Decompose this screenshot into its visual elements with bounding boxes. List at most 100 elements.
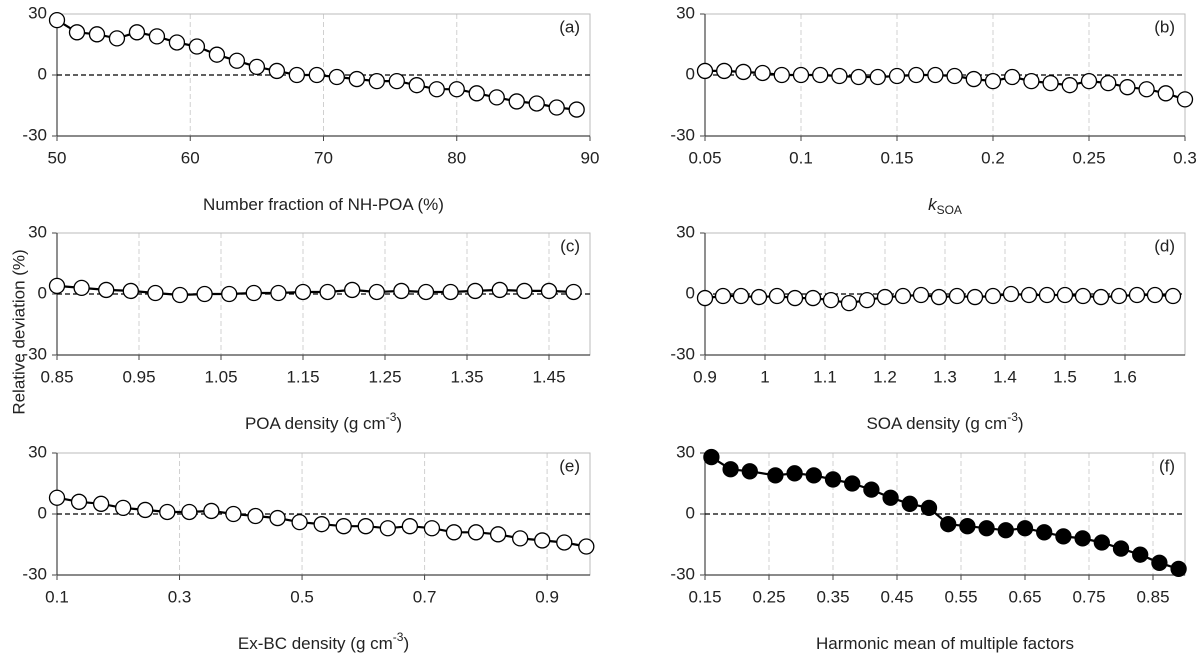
marker	[408, 77, 425, 94]
marker	[805, 467, 822, 484]
x-tick-label: 0.15	[688, 587, 721, 606]
marker	[1004, 68, 1021, 86]
marker	[288, 66, 306, 84]
x-axis-label-part: )	[1018, 414, 1024, 433]
marker	[984, 287, 1002, 305]
marker	[768, 287, 786, 305]
marker	[948, 287, 966, 305]
panel-label: (e)	[559, 456, 580, 475]
x-tick-label: 70	[314, 148, 333, 167]
x-tick-label: 0.65	[1008, 587, 1041, 606]
x-tick-label: 0.3	[168, 587, 192, 606]
marker	[516, 282, 533, 300]
marker	[696, 289, 714, 307]
marker	[221, 285, 238, 303]
marker	[508, 93, 525, 110]
marker	[328, 68, 345, 86]
x-tick-label: 1.6	[1113, 367, 1137, 386]
y-tick-label: -30	[22, 344, 47, 363]
marker	[786, 465, 803, 482]
marker	[1074, 287, 1092, 305]
marker	[894, 287, 912, 305]
marker	[294, 283, 312, 301]
marker	[388, 72, 405, 90]
x-axis-label-part: Number fraction of NH-POA (%)	[203, 195, 444, 214]
marker	[512, 530, 529, 547]
marker	[844, 475, 861, 492]
marker	[869, 68, 886, 86]
marker	[528, 95, 545, 112]
marker	[831, 67, 848, 85]
marker	[722, 461, 739, 478]
marker	[181, 503, 198, 521]
marker	[565, 283, 582, 301]
marker	[1164, 287, 1182, 305]
y-tick-label: 30	[28, 442, 47, 461]
marker	[773, 66, 790, 84]
y-tick-label: 0	[686, 503, 695, 522]
marker	[1170, 560, 1187, 578]
x-tick-label: 0.45	[880, 587, 913, 606]
x-tick-label: 0.75	[1072, 587, 1105, 606]
marker	[1112, 540, 1130, 557]
x-tick-label: 0.7	[413, 587, 437, 606]
panel-label: (d)	[1154, 236, 1175, 255]
marker	[70, 493, 88, 510]
marker	[556, 534, 573, 551]
marker	[428, 81, 445, 98]
marker	[1038, 286, 1056, 304]
y-tick-label: -30	[22, 125, 47, 144]
marker	[357, 518, 374, 535]
marker	[48, 277, 66, 295]
marker	[959, 518, 976, 535]
marker	[196, 285, 213, 303]
marker	[1093, 534, 1110, 551]
x-tick-label: 60	[181, 148, 200, 167]
marker	[1110, 287, 1128, 305]
x-tick-label: 90	[581, 148, 600, 167]
marker	[268, 62, 286, 80]
x-tick-label: 1.45	[532, 367, 565, 386]
x-tick-label: 0.2	[981, 148, 1005, 167]
marker	[804, 289, 822, 307]
marker	[445, 524, 463, 541]
x-tick-label: 0.05	[688, 148, 721, 167]
marker	[92, 495, 110, 512]
marker	[548, 99, 565, 116]
marker	[225, 505, 242, 523]
x-tick-label: 50	[48, 148, 67, 167]
x-tick-label: 0.9	[535, 587, 559, 606]
marker	[882, 489, 899, 506]
x-tick-label: 1.1	[813, 367, 837, 386]
marker	[966, 288, 984, 306]
x-axis-label-part: )	[396, 414, 402, 433]
marker	[858, 291, 876, 309]
y-tick-label: -30	[670, 344, 695, 363]
marker	[1074, 530, 1091, 547]
marker	[786, 289, 804, 307]
marker	[128, 24, 146, 41]
y-tick-label: 0	[38, 64, 47, 83]
x-axis-label-part: Ex-BC density (g cm	[238, 634, 393, 653]
x-axis-label: SOA density (g cm-3)	[866, 410, 1023, 433]
marker	[1138, 81, 1155, 98]
marker	[568, 101, 585, 118]
marker	[270, 284, 287, 302]
marker	[248, 58, 266, 76]
x-axis-label: Ex-BC density (g cm-3)	[238, 630, 409, 653]
marker	[423, 520, 441, 537]
marker	[291, 513, 308, 531]
x-tick-label: 1.05	[204, 367, 237, 386]
marker	[88, 26, 106, 43]
y-tick-label: 30	[676, 3, 695, 22]
marker	[308, 66, 325, 84]
marker	[48, 489, 66, 506]
marker	[1055, 528, 1072, 545]
marker	[1056, 286, 1074, 304]
x-tick-label: 1.35	[450, 367, 483, 386]
marker	[1002, 285, 1020, 303]
x-axis-label-part: -3	[1007, 410, 1018, 424]
panel-label: (b)	[1154, 17, 1175, 36]
marker	[1036, 524, 1053, 541]
marker	[269, 509, 286, 527]
